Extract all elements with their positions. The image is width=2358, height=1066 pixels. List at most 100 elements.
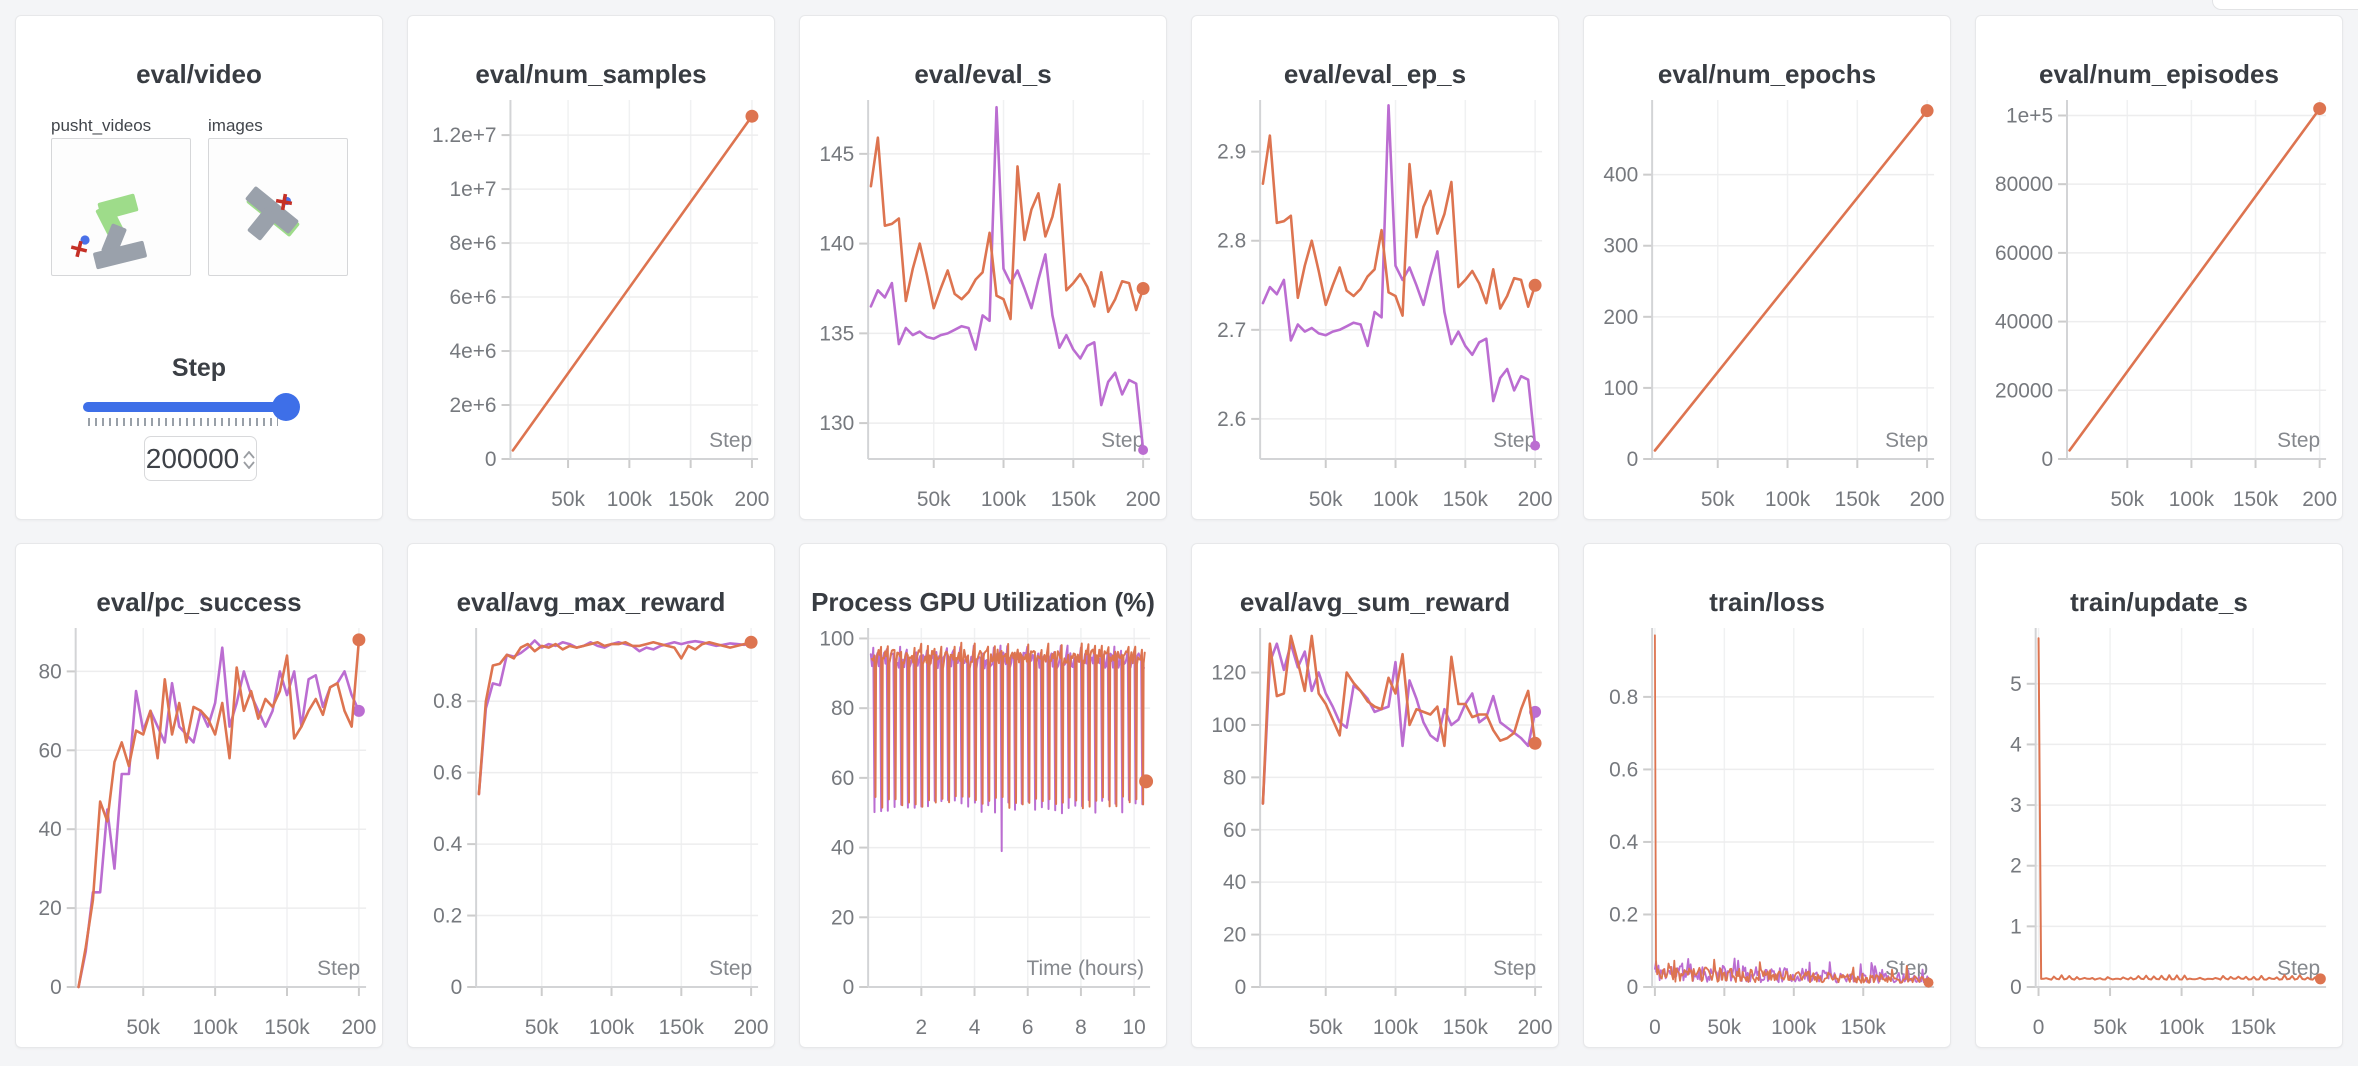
chart-title: eval/avg_sum_reward: [1239, 587, 1511, 617]
goal-cross-icon: [275, 193, 293, 211]
panel-eval-eval-s: eval/eval_s 50k 100k 150k 200 130 135 140 145 St…: [799, 15, 1167, 520]
svg-text:50k: 50k: [1309, 1016, 1343, 1039]
svg-text:0.2: 0.2: [1609, 903, 1638, 926]
line-chart-num-samples[interactable]: 50k 100k 150k 200 0 2e+6 4e+6 6e+6 8e+6 1e+7 1.2e+…: [408, 90, 774, 520]
svg-text:100k: 100k: [607, 488, 653, 511]
svg-text:60000: 60000: [1995, 242, 2053, 265]
svg-text:100k: 100k: [981, 488, 1027, 511]
svg-text:200: 200: [1603, 306, 1638, 329]
line-chart-train-update-s[interactable]: 0 50k 100k 150k 0 1 2 3 4 5 Step: [1976, 618, 2342, 1048]
line-chart-eval-s[interactable]: 50k 100k 150k 200 130 135 140 145 Step: [800, 90, 1166, 520]
svg-text:150k: 150k: [1051, 488, 1097, 511]
line-chart-avg-sum-reward[interactable]: 50k 100k 150k 200 0 20 40 60 80 100 120 Step: [1192, 618, 1558, 1048]
svg-text:0.4: 0.4: [433, 833, 462, 856]
video-thumbnail-pusht[interactable]: [51, 138, 191, 276]
svg-text:0: 0: [485, 448, 497, 471]
svg-text:0: 0: [843, 976, 855, 999]
step-value: 200000: [145, 442, 240, 474]
svg-text:Step: Step: [1101, 429, 1144, 452]
spinner-up-icon[interactable]: [243, 450, 255, 459]
chart-title: eval/eval_s: [914, 59, 1052, 89]
svg-text:0: 0: [1235, 976, 1247, 999]
svg-text:50k: 50k: [1708, 1016, 1742, 1039]
svg-text:80: 80: [831, 697, 854, 720]
svg-text:400: 400: [1603, 164, 1638, 187]
svg-text:0: 0: [2010, 976, 2022, 999]
step-input[interactable]: 200000: [144, 436, 257, 481]
svg-text:0: 0: [1627, 448, 1639, 471]
svg-text:200: 200: [1518, 488, 1553, 511]
chart-title: eval/pc_success: [96, 587, 302, 617]
thumb-label-pusht-videos: pusht_videos: [51, 116, 152, 135]
svg-text:8e+6: 8e+6: [449, 232, 496, 255]
svg-text:Step: Step: [1493, 957, 1536, 980]
panel-eval-eval-ep-s: eval/eval_ep_s 50k 100k 150k 200 2.6 2.7 2.8 2.…: [1191, 15, 1559, 520]
svg-text:4: 4: [969, 1016, 981, 1039]
panel-eval-num-epochs: eval/num_epochs 50k 100k 150k 200 0 100 200 300…: [1583, 15, 1951, 520]
line-chart-avg-max-reward[interactable]: 50k 100k 150k 200 0 0.2 0.4 0.6 0.8 Step: [408, 618, 774, 1048]
svg-text:6: 6: [1022, 1016, 1034, 1039]
svg-text:6e+6: 6e+6: [449, 286, 496, 309]
panel-grid: eval/video pusht_videos images: [15, 15, 2343, 1048]
svg-text:3: 3: [2010, 794, 2022, 817]
step-slider-tickmarks: [88, 418, 278, 426]
spinner-down-icon[interactable]: [243, 460, 255, 469]
step-slider-label: Step: [171, 354, 227, 382]
svg-text:150k: 150k: [1841, 1016, 1887, 1039]
panel-gpu-utilization: Process GPU Utilization (%) 2 4 6 8 10 0 20 40 6…: [799, 543, 1167, 1048]
svg-text:130: 130: [819, 412, 854, 435]
svg-text:1e+5: 1e+5: [2006, 104, 2053, 127]
svg-text:40: 40: [39, 818, 62, 841]
video-thumbnail-images[interactable]: [208, 138, 348, 276]
line-chart-num-epochs[interactable]: 50k 100k 150k 200 0 100 200 300 400 Step: [1584, 90, 1950, 520]
svg-text:0.6: 0.6: [433, 762, 462, 785]
step-slider-track[interactable]: [83, 402, 299, 412]
svg-text:0: 0: [1649, 1016, 1661, 1039]
panel-eval-num-samples: eval/num_samples 50k 100k 150k 200 0 2e+6 4e+6…: [407, 15, 775, 520]
spinner-chevrons[interactable]: [243, 450, 255, 469]
svg-text:140: 140: [819, 233, 854, 256]
svg-text:1.2e+7: 1.2e+7: [432, 124, 496, 147]
line-chart-pc-success[interactable]: 50k 100k 150k 200 0 20 40 60 80 Step: [16, 618, 382, 1048]
pusht-scene-image: [245, 186, 300, 241]
svg-text:40: 40: [1223, 871, 1246, 894]
svg-text:2.7: 2.7: [1217, 319, 1246, 342]
svg-text:100: 100: [819, 627, 854, 650]
goal-cross-icon: [70, 240, 88, 258]
svg-text:2.9: 2.9: [1217, 141, 1246, 164]
svg-text:200: 200: [2302, 488, 2337, 511]
svg-text:0: 0: [2041, 448, 2053, 471]
svg-text:1e+7: 1e+7: [449, 178, 496, 201]
svg-text:150k: 150k: [2233, 488, 2279, 511]
chart-title: eval/num_epochs: [1657, 59, 1877, 89]
svg-text:100k: 100k: [192, 1016, 238, 1039]
svg-text:Step: Step: [709, 957, 752, 980]
svg-text:0.2: 0.2: [433, 905, 462, 928]
panel-train-update-s: train/update_s 0 50k 100k 150k 0 1 2 3 4 5 Step: [1975, 543, 2343, 1048]
panel-eval-num-episodes: eval/num_episodes 50k 100k 150k 200 0 20000 40…: [1975, 15, 2343, 520]
svg-text:2: 2: [916, 1016, 928, 1039]
svg-text:50k: 50k: [126, 1016, 160, 1039]
svg-text:0: 0: [50, 976, 62, 999]
line-chart-num-episodes[interactable]: 50k 100k 150k 200 0 20000 40000 60000 80000 1e+5 S…: [1976, 90, 2342, 520]
chart-title: eval/num_episodes: [2039, 59, 2279, 89]
svg-text:100k: 100k: [1373, 1016, 1419, 1039]
svg-text:145: 145: [819, 143, 854, 166]
svg-text:100: 100: [1603, 377, 1638, 400]
panel-eval-avg-sum-reward: eval/avg_sum_reward 50k 100k 150k 200 0 20 40 6…: [1191, 543, 1559, 1048]
svg-text:Step: Step: [2277, 429, 2320, 452]
svg-text:4e+6: 4e+6: [449, 340, 496, 363]
svg-text:200: 200: [1126, 488, 1161, 511]
line-chart-eval-ep-s[interactable]: 50k 100k 150k 200 2.6 2.7 2.8 2.9 Step: [1192, 90, 1558, 520]
step-slider-thumb[interactable]: [272, 393, 300, 421]
chart-title: eval/eval_ep_s: [1283, 59, 1467, 89]
svg-text:1: 1: [2010, 915, 2022, 938]
chart-title: eval/num_samples: [475, 59, 707, 89]
svg-text:150k: 150k: [264, 1016, 310, 1039]
svg-text:100k: 100k: [1373, 488, 1419, 511]
svg-text:10: 10: [1123, 1016, 1146, 1039]
svg-text:100k: 100k: [1765, 488, 1811, 511]
panel-train-loss: train/loss 0 50k 100k 150k 0 0.2 0.4 0.6 0.8 Step: [1583, 543, 1951, 1048]
